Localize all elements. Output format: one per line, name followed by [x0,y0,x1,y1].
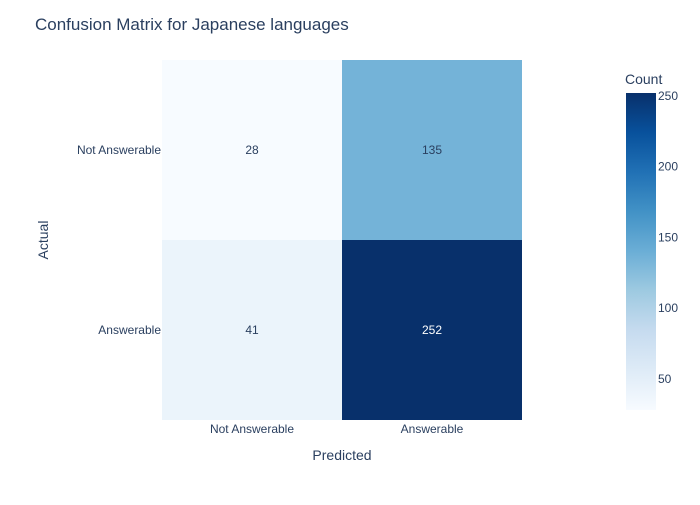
colorbar-tick-label: 200 [658,160,678,174]
x-axis-label: Predicted [312,447,371,463]
heatmap-cells [162,60,522,420]
chart-title: Confusion Matrix for Japanese languages [35,15,349,34]
cell-value-label: 41 [245,323,259,337]
colorbar [626,93,656,410]
heatmap-cell-labels: 28 135 41 252 [245,143,442,337]
x-tick-label: Not Answerable [210,422,294,436]
x-axis-ticks: Not Answerable Answerable [210,422,464,436]
y-axis-ticks: Not Answerable Answerable [77,143,161,337]
heatmap-cell [162,60,342,240]
colorbar-title: Count [625,71,662,87]
cell-value-label: 252 [422,323,442,337]
x-tick-label: Answerable [401,422,464,436]
heatmap-cell [162,240,342,420]
heatmap-cell [342,60,522,240]
colorbar-tick-label: 150 [658,230,678,244]
colorbar-tick-label: 100 [658,301,678,315]
y-tick-label: Answerable [98,323,161,337]
y-axis-label: Actual [35,221,51,260]
colorbar-tick-label: 250 [658,89,678,103]
y-tick-label: Not Answerable [77,143,161,157]
cell-value-label: 28 [245,143,259,157]
colorbar-tick-label: 50 [658,372,672,386]
colorbar-ticks: 50 100 150 200 250 [658,89,678,386]
cell-value-label: 135 [422,143,442,157]
heatmap-cell [342,240,522,420]
